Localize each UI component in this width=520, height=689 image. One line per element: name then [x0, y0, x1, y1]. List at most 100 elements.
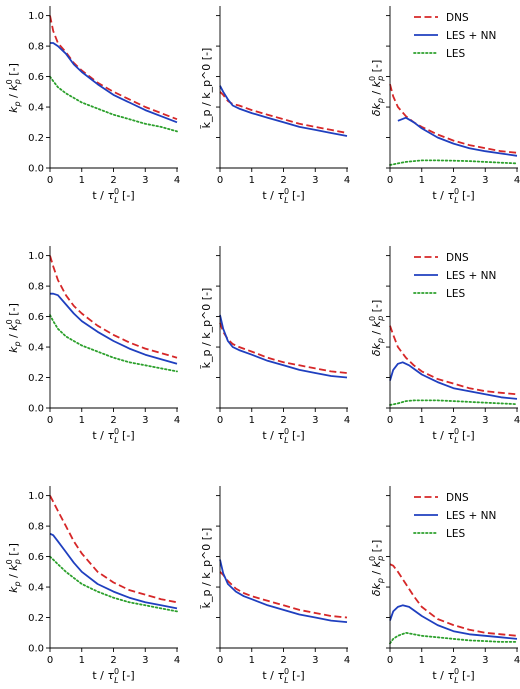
panel-r2-c2: 0 1 2 3 4 t / τ0 L [-] k̃_p / k_p^0 [-] [200, 246, 350, 445]
x-tick-label: 2 [450, 175, 456, 186]
y-tick-label: 0.2 [28, 613, 44, 624]
y-axis-label: δkp / k0p [-] [368, 300, 385, 357]
y-tick-label: 0.6 [28, 312, 44, 323]
series-line-dns [219, 91, 348, 134]
x-tick-label: 0 [387, 655, 393, 666]
x-tick-label: 1 [79, 655, 85, 666]
y-tick-label: 0.6 [28, 552, 44, 563]
x-tick-label: 3 [482, 415, 488, 426]
x-tick-label: 4 [514, 175, 520, 186]
x-tick-label: 2 [450, 415, 456, 426]
series-line-les-nn [397, 116, 518, 157]
x-tick-label: 2 [110, 175, 116, 186]
x-tick-label: 1 [249, 175, 255, 186]
panel-r1-c2: 0 1 2 3 4 t / τ0 L [-] k̃_p / k_p^0 [-] [200, 6, 350, 205]
series-line-les-nn [219, 314, 348, 379]
series-line-dns [49, 495, 178, 604]
legend: DNS LES + NN LES [413, 12, 496, 60]
x-tick-label: 1 [419, 655, 425, 666]
x-tick-label: 3 [312, 415, 318, 426]
x-axis-label: t / τ0 L [-] [92, 427, 134, 445]
x-axis-label: t / τ0 L [-] [262, 427, 304, 445]
x-tick-label: 1 [249, 655, 255, 666]
y-tick-label: 0.4 [28, 583, 44, 594]
series-line-les-nn [49, 532, 178, 610]
series-line-les [49, 75, 178, 133]
x-tick-label: 0 [217, 655, 223, 666]
legend-label: LES [446, 528, 465, 540]
legend-label: LES [446, 48, 465, 60]
x-tick-label: 4 [174, 415, 180, 426]
y-axis-label: k̃_p / k_p^0 [-] [200, 528, 213, 609]
series-line-les-nn [219, 85, 348, 137]
panel-r3-c2: 0 1 2 3 4 t / τ0 L [-] k̃_p / k_p^0 [-] [200, 486, 350, 685]
legend: DNS LES + NN LES [413, 492, 496, 540]
y-tick-label: 0.4 [28, 343, 44, 354]
y-axis-label: k̃_p / k_p^0 [-] [200, 48, 213, 129]
y-axis-label: kp / k0p [-] [5, 63, 22, 113]
series-line-les [389, 399, 518, 406]
series-line-les-nn [389, 361, 518, 400]
legend-label: LES + NN [446, 270, 496, 282]
series-line-les [389, 159, 518, 166]
x-tick-label: 1 [419, 175, 425, 186]
x-tick-label: 4 [174, 655, 180, 666]
x-tick-label: 3 [142, 415, 148, 426]
legend-label: LES + NN [446, 510, 496, 522]
panel-r2-c1: 0 1 2 3 4 0.0 0.2 0.4 0.6 0.8 1.0 t / τ0 L [-] kp / k… [5, 246, 180, 445]
series-line-dns [389, 83, 518, 154]
x-tick-label: 0 [47, 415, 53, 426]
series-line-dns [49, 15, 178, 121]
x-tick-label: 3 [312, 655, 318, 666]
x-tick-label: 4 [514, 415, 520, 426]
x-tick-label: 0 [47, 175, 53, 186]
y-tick-label: 0.4 [28, 103, 44, 114]
series-line-les [389, 631, 518, 645]
y-tick-label: 0.6 [28, 72, 44, 83]
series-line-les-nn [50, 292, 178, 365]
legend-label: LES [446, 288, 465, 300]
x-axis-label: t / τ0 L [-] [262, 187, 304, 205]
x-tick-label: 1 [249, 415, 255, 426]
y-tick-label: 0.2 [28, 133, 44, 144]
y-axis-label: k̃_p / k_p^0 [-] [200, 288, 213, 369]
x-tick-label: 4 [344, 415, 350, 426]
series-line-les-nn [219, 559, 348, 623]
x-tick-label: 3 [142, 175, 148, 186]
y-tick-label: 0.8 [28, 282, 44, 293]
y-tick-label: 0.2 [28, 373, 44, 384]
x-tick-label: 4 [344, 655, 350, 666]
x-tick-label: 1 [79, 415, 85, 426]
series-line-dns [49, 255, 178, 359]
panel-r3-c1: 0 1 2 3 4 0.0 0.2 0.4 0.6 0.8 1.0 t / τ0 L [-] kp / k… [5, 486, 180, 685]
x-axis-label: t / τ0 L [-] [92, 667, 134, 685]
x-axis-label: t / τ0 L [-] [262, 667, 304, 685]
x-tick-label: 0 [217, 175, 223, 186]
x-tick-label: 3 [482, 175, 488, 186]
x-axis-label: t / τ0 L [-] [432, 667, 474, 685]
y-tick-label: 1.0 [28, 491, 44, 502]
x-tick-label: 0 [47, 655, 53, 666]
series-line-les [49, 314, 178, 373]
y-axis-label: kp / k0p [-] [5, 303, 22, 353]
series-line-dns [389, 325, 518, 396]
y-axis-label: δkp / k0p [-] [368, 540, 385, 597]
legend-label: LES + NN [446, 30, 496, 42]
x-tick-label: 1 [79, 175, 85, 186]
legend-label: DNS [446, 252, 469, 264]
x-tick-label: 3 [482, 655, 488, 666]
x-axis-label: t / τ0 L [-] [92, 187, 134, 205]
x-tick-label: 0 [217, 415, 223, 426]
x-tick-label: 0 [387, 415, 393, 426]
series-line-dns [389, 563, 518, 637]
panel-r3-c3: 0 1 2 3 4 t / τ0 L [-] δkp / k0p [-] DNS LES + NN… [368, 486, 520, 685]
x-tick-label: 3 [142, 655, 148, 666]
panel-r1-c3: 0 1 2 3 4 t / τ0 L [-] δkp / k0p [-] DNS LES + NN… [368, 6, 520, 205]
legend-label: DNS [446, 492, 469, 504]
x-tick-label: 2 [280, 415, 286, 426]
legend: DNS LES + NN LES [413, 252, 496, 300]
legend-label: DNS [446, 12, 469, 24]
y-tick-label: 0.0 [28, 164, 44, 175]
x-tick-label: 2 [110, 415, 116, 426]
